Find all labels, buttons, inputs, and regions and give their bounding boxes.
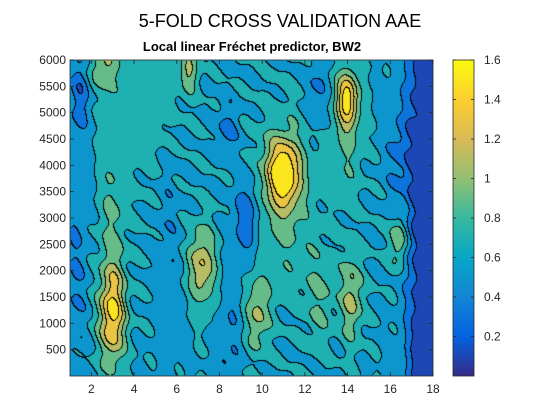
- y-tick-label: 3000: [39, 211, 66, 225]
- chart-subtitle: Local linear Fréchet predictor, BW2: [143, 39, 361, 54]
- y-tick-label: 1500: [39, 290, 66, 304]
- x-tick-label: 4: [131, 382, 138, 396]
- x-tick-label: 12: [298, 382, 312, 396]
- y-tick-label: 5000: [39, 106, 66, 120]
- colorbar-tick-label: 0.2: [484, 330, 501, 344]
- y-tick-label: 2500: [39, 237, 66, 251]
- colorbar-tick-label: 0.4: [484, 290, 501, 304]
- y-tick-label: 3500: [39, 185, 66, 199]
- x-axis: 2 4 6 8 10 12 14 16 18: [88, 60, 440, 396]
- x-tick-label: 10: [255, 382, 269, 396]
- y-tick-label: 4500: [39, 132, 66, 146]
- y-tick-label: 4000: [39, 158, 66, 172]
- plot-area: [70, 60, 433, 376]
- colorbar: [452, 59, 475, 377]
- y-tick-label: 1000: [39, 316, 66, 330]
- x-tick-label: 2: [88, 382, 95, 396]
- x-tick-label: 6: [173, 382, 180, 396]
- x-tick-label: 14: [341, 382, 355, 396]
- filled-contour-surface: [70, 60, 433, 376]
- y-tick-label: 5500: [39, 79, 66, 93]
- y-tick-label: 6000: [39, 53, 66, 67]
- colorbar-tick-label: 0.6: [484, 251, 501, 265]
- chart-title: 5-FOLD CROSS VALIDATION AAE: [139, 11, 421, 31]
- colorbar-tick-label: 1.6: [484, 53, 501, 67]
- x-tick-label: 8: [216, 382, 223, 396]
- y-tick-label: 500: [46, 343, 66, 357]
- x-tick-label: 18: [426, 382, 440, 396]
- y-axis: 500 1000 1500 2000 2500 3000 3500 4000 4500 5000 5…: [39, 53, 433, 357]
- colorbar-tick-label: 1.2: [484, 132, 501, 146]
- colorbar-tick-label: 0.8: [484, 211, 501, 225]
- colorbar-tick-label: 1: [484, 172, 491, 186]
- colorbar-axis: 0.2 0.4 0.6 0.8 1 1.2 1.4 1.6: [453, 53, 501, 344]
- y-tick-label: 2000: [39, 264, 66, 278]
- colorbar-tick-label: 1.4: [484, 93, 501, 107]
- x-tick-label: 16: [384, 382, 398, 396]
